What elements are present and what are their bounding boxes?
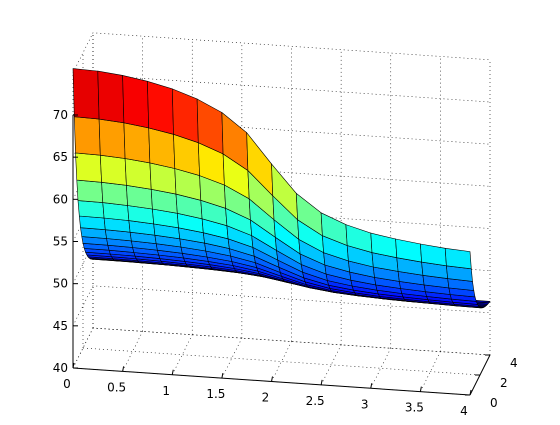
surface-layer: [72, 68, 491, 309]
x-tick-label: 0: [63, 377, 71, 391]
x-tick-label: 2.5: [306, 394, 325, 408]
grid-line-z: [72, 327, 491, 369]
surface-patch: [444, 247, 472, 270]
surface-patch: [72, 68, 100, 120]
surface-patch: [147, 80, 174, 135]
x-tick-mark: [72, 362, 75, 369]
surface-patch: [123, 122, 151, 164]
surface-patch: [77, 200, 105, 219]
z-tick-label: 45: [53, 319, 68, 333]
x-tick-mark: [122, 366, 125, 372]
x-tick-label: 4: [460, 404, 468, 418]
y-tick-label: 4: [510, 356, 518, 370]
x-tick-label: 1.5: [206, 387, 225, 401]
surface-patch: [148, 127, 176, 169]
grid-line-x-floor: [221, 337, 243, 379]
grid-line-x-floor: [122, 331, 143, 372]
surface-patch: [76, 179, 104, 203]
surface-patch: [98, 118, 126, 159]
z-tick-label: 50: [53, 277, 68, 291]
surface-patch: [124, 158, 152, 190]
y-tick-label: 2: [500, 376, 508, 390]
x-tick-label: 1: [162, 384, 170, 398]
grid-line-z: [72, 285, 491, 326]
grid-line-x-floor: [271, 341, 292, 382]
surface-patch: [97, 70, 125, 124]
x-tick-label: 2: [262, 391, 270, 405]
grid-line-y-floor: [82, 347, 481, 376]
z-tick-label: 60: [53, 192, 68, 206]
surface-patch: [171, 88, 199, 144]
x-tick-mark: [320, 379, 323, 385]
x-tick-label: 3.5: [405, 401, 424, 415]
x-tick-mark: [171, 369, 174, 375]
surface-patch: [101, 181, 128, 206]
z-tick-label: 70: [53, 108, 68, 122]
axes-layer: [72, 114, 491, 396]
surface-patch: [420, 243, 447, 267]
z-tick-label: 40: [53, 361, 68, 375]
surface-patch: [122, 75, 150, 129]
grid-line-x-floor: [370, 348, 392, 389]
surface-patch: [73, 116, 101, 156]
z-tick-label: 65: [53, 150, 68, 164]
x-tick-mark: [271, 376, 273, 382]
x-tick-label: 0.5: [107, 380, 126, 394]
x-tick-mark: [469, 389, 472, 396]
grid-line-z: [72, 32, 491, 73]
x-tick-mark: [419, 386, 422, 392]
x-tick-mark: [370, 383, 373, 389]
grid-line-x-floor: [171, 334, 193, 375]
x-tick-label: 3: [361, 397, 369, 411]
y-tick-label: 0: [490, 396, 498, 410]
z-tick-label: 55: [53, 235, 68, 249]
surface-patch: [99, 154, 127, 186]
surface-patch: [75, 152, 102, 183]
x-tick-mark: [221, 373, 224, 379]
